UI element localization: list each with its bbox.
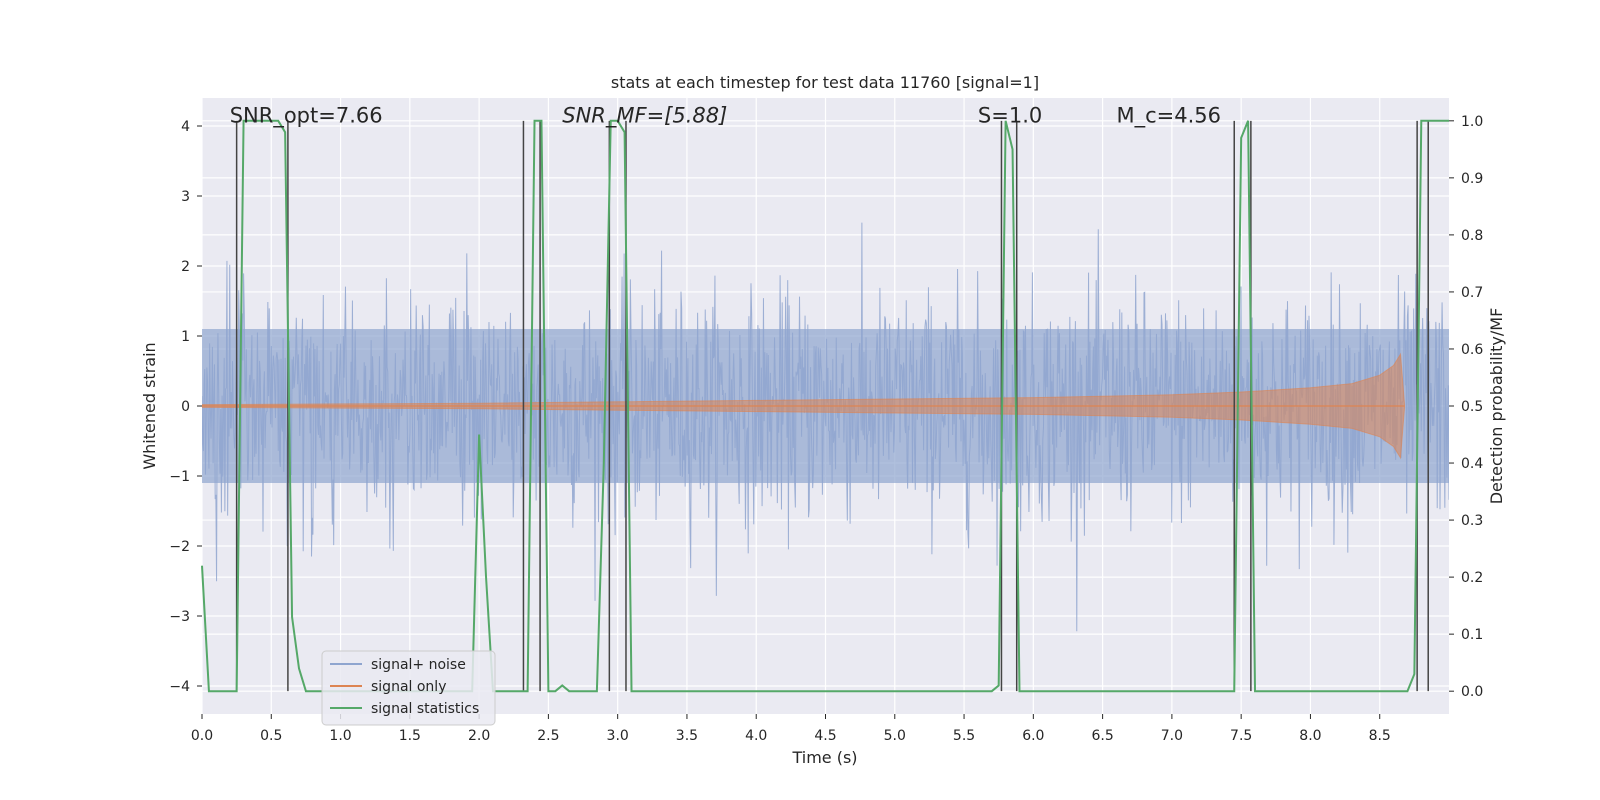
snr-mf-annotation: SNR_MF=[5.88]	[562, 104, 727, 129]
right-tick-label: 0.3	[1461, 513, 1483, 529]
y-tick-label: 1	[181, 329, 190, 345]
y-tick-label: 2	[181, 259, 190, 275]
right-tick-label: 0.8	[1461, 228, 1483, 244]
signal-statistics-line	[201, 119, 1449, 693]
right-axis-label: Detection probability/MF	[1487, 308, 1506, 505]
signal-only-series	[202, 352, 1406, 460]
y-axis-label: Whitened strain	[140, 342, 159, 469]
x-tick-label: 7.0	[1161, 728, 1183, 744]
x-tick-label: 5.0	[884, 728, 906, 744]
x-tick-label: 5.5	[953, 728, 975, 744]
right-tick-label: 0.5	[1461, 399, 1483, 415]
x-tick-label: 8.0	[1299, 728, 1321, 744]
x-tick-label: 0.5	[260, 728, 282, 744]
legend-label-signal: signal only	[371, 679, 446, 695]
noise-line	[202, 222, 1449, 632]
right-tick-label: 0.2	[1461, 570, 1483, 586]
y-tick-label: −3	[169, 609, 190, 625]
mc-annotation: M_c=4.56	[1116, 104, 1221, 129]
y-axis-ticks: −4 −3 −2 −1 0 1 2 3 4	[169, 119, 202, 695]
right-tick-label: 0.0	[1461, 684, 1483, 700]
legend-label-noise: signal+ noise	[371, 657, 466, 673]
x-tick-label: 6.0	[1022, 728, 1044, 744]
x-tick-label: 2.0	[468, 728, 490, 744]
y-tick-label: −4	[169, 679, 190, 695]
right-tick-label: 0.1	[1461, 627, 1483, 643]
x-tick-label: 4.0	[745, 728, 767, 744]
right-tick-label: 1.0	[1461, 114, 1483, 130]
y-tick-label: 4	[181, 119, 190, 135]
right-tick-label: 0.7	[1461, 285, 1483, 301]
right-tick-label: 0.9	[1461, 171, 1483, 187]
chart-title: stats at each timestep for test data 117…	[611, 73, 1039, 92]
legend-label-stats: signal statistics	[371, 701, 479, 717]
x-tick-label: 3.5	[676, 728, 698, 744]
right-axis-ticks: 0.0 0.1 0.2 0.3 0.4 0.5 0.6 0.7 0.8 0.9 1.0	[1449, 114, 1483, 700]
x-tick-label: 1.5	[399, 728, 421, 744]
y-tick-label: −2	[169, 539, 190, 555]
signal-statistics-series	[201, 119, 1449, 693]
right-tick-label: 0.4	[1461, 456, 1483, 472]
x-tick-label: 0.0	[191, 728, 213, 744]
x-tick-label: 4.5	[814, 728, 836, 744]
x-axis-label: Time (s)	[791, 748, 857, 767]
x-tick-label: 2.5	[537, 728, 559, 744]
legend-box	[321, 650, 496, 726]
annotations: SNR_opt=7.66 SNR_MF=[5.88] S=1.0 M_c=4.5…	[230, 104, 1221, 129]
y-tick-label: 0	[181, 399, 190, 415]
x-tick-label: 6.5	[1091, 728, 1113, 744]
snr-opt-annotation: SNR_opt=7.66	[230, 104, 383, 129]
x-axis-ticks: 0.0 0.5 1.0 1.5 2.0 2.5 3.0 3.5 4.0 4.5 5.0 5.5 6.0 6…	[191, 714, 1391, 744]
y-tick-label: −1	[169, 469, 190, 485]
right-tick-label: 0.6	[1461, 342, 1483, 358]
x-tick-label: 8.5	[1369, 728, 1391, 744]
x-tick-label: 3.0	[607, 728, 629, 744]
x-tick-label: 7.5	[1230, 728, 1252, 744]
x-tick-label: 1.0	[329, 728, 351, 744]
legend: signal+ noise signal only signal statist…	[321, 650, 496, 726]
y-tick-label: 3	[181, 189, 190, 205]
s-annotation: S=1.0	[978, 104, 1042, 128]
